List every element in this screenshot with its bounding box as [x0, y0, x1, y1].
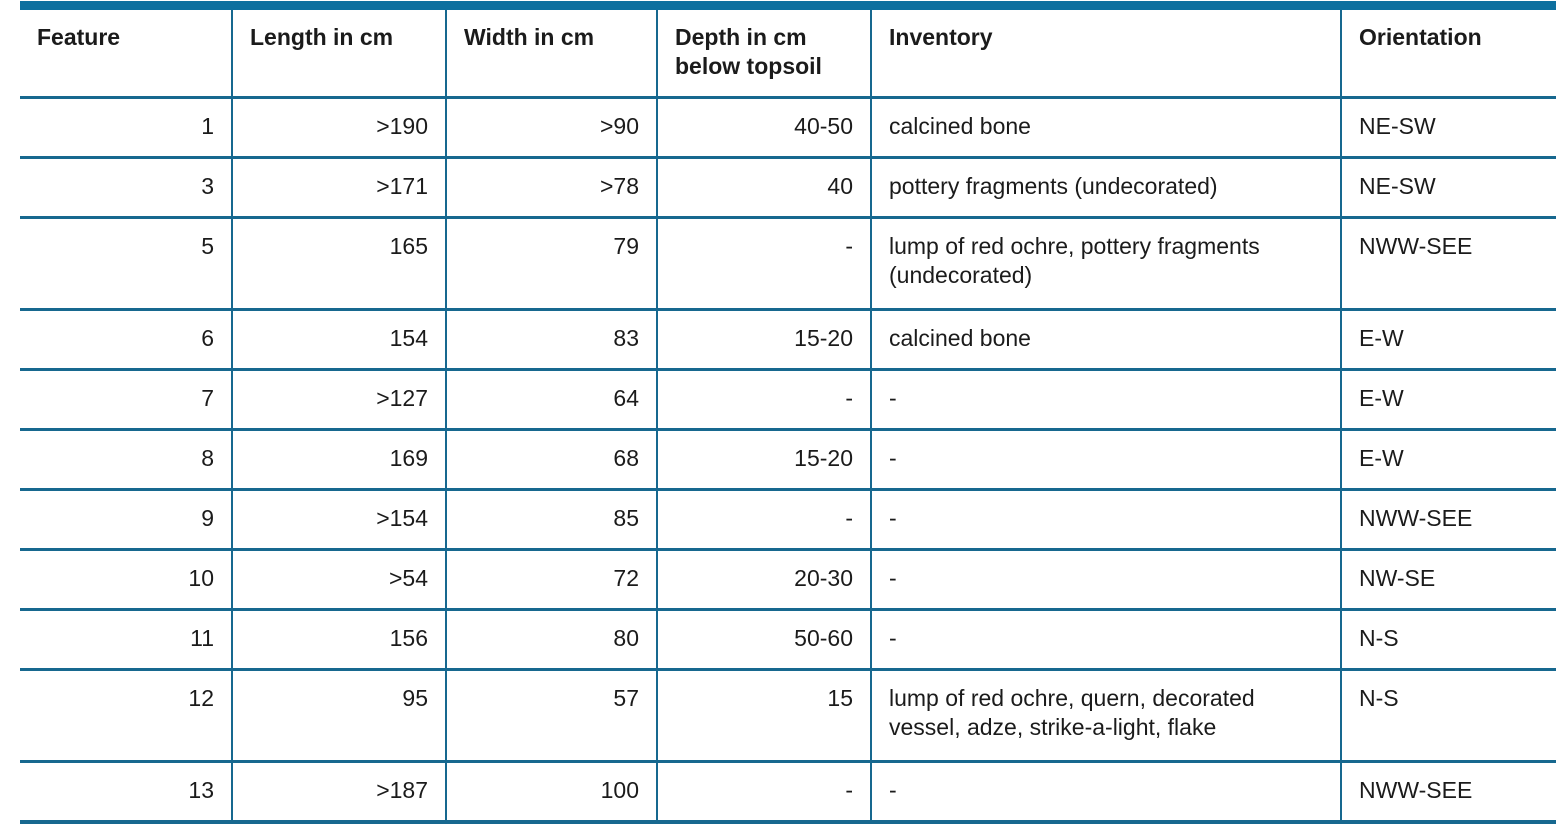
cell-feature: 13 — [20, 761, 233, 824]
table-row-feature-12: 12 95 57 15 lump of red ochre, quern, de… — [20, 669, 1556, 763]
column-header-inventory: Inventory — [871, 1, 1342, 99]
table-row-feature-9: 9 >154 85 - - NWW-SEE — [20, 489, 1556, 551]
table-row-feature-8: 8 169 68 15-20 - E-W — [20, 429, 1556, 491]
column-header-orientation: Orientation — [1341, 1, 1556, 99]
cell-length: 154 — [232, 309, 447, 371]
cell-feature: 3 — [20, 157, 233, 219]
column-header-length: Length in cm — [232, 1, 447, 99]
cell-orientation: NW-SE — [1341, 549, 1556, 611]
cell-orientation: E-W — [1341, 429, 1556, 491]
cell-depth: 40-50 — [657, 97, 872, 159]
cell-depth: 40 — [657, 157, 872, 219]
cell-depth: - — [657, 761, 872, 824]
cell-feature: 11 — [20, 609, 233, 671]
cell-length: 165 — [232, 217, 447, 311]
cell-orientation: NWW-SEE — [1341, 217, 1556, 311]
cell-inventory: calcined bone — [871, 309, 1342, 371]
cell-feature: 9 — [20, 489, 233, 551]
cell-feature: 12 — [20, 669, 233, 763]
table-row-feature-5: 5 165 79 - lump of red ochre, pottery fr… — [20, 217, 1556, 311]
cell-inventory: calcined bone — [871, 97, 1342, 159]
cell-orientation: NWW-SEE — [1341, 761, 1556, 824]
cell-inventory: - — [871, 369, 1342, 431]
cell-length: >154 — [232, 489, 447, 551]
cell-length: >187 — [232, 761, 447, 824]
cell-inventory: - — [871, 549, 1342, 611]
cell-length: >127 — [232, 369, 447, 431]
cell-depth: 15 — [657, 669, 872, 763]
cell-length: >190 — [232, 97, 447, 159]
cell-depth: 50-60 — [657, 609, 872, 671]
cell-depth: 20-30 — [657, 549, 872, 611]
cell-orientation: E-W — [1341, 309, 1556, 371]
cell-depth: - — [657, 489, 872, 551]
table-row-feature-11: 11 156 80 50-60 - N-S — [20, 609, 1556, 671]
cell-depth: 15-20 — [657, 429, 872, 491]
table-row-feature-1: 1 >190 >90 40-50 calcined bone NE-SW — [20, 97, 1556, 159]
cell-feature: 6 — [20, 309, 233, 371]
column-header-width: Width in cm — [446, 1, 658, 99]
cell-orientation: N-S — [1341, 609, 1556, 671]
header-row: Feature Length in cm Width in cm Depth i… — [20, 1, 1556, 99]
cell-inventory: lump of red ochre, pottery fragments (un… — [871, 217, 1342, 311]
cell-inventory: - — [871, 489, 1342, 551]
table-row-feature-7: 7 >127 64 - - E-W — [20, 369, 1556, 431]
cell-width: 68 — [446, 429, 658, 491]
cell-length: >54 — [232, 549, 447, 611]
cell-orientation: NWW-SEE — [1341, 489, 1556, 551]
cell-feature: 8 — [20, 429, 233, 491]
cell-width: 100 — [446, 761, 658, 824]
table-row-feature-13: 13 >187 100 - - NWW-SEE — [20, 761, 1556, 824]
features-table: Feature Length in cm Width in cm Depth i… — [20, 1, 1556, 824]
cell-width: >90 — [446, 97, 658, 159]
cell-length: 156 — [232, 609, 447, 671]
table-row-feature-10: 10 >54 72 20-30 - NW-SE — [20, 549, 1556, 611]
cell-feature: 7 — [20, 369, 233, 431]
cell-orientation: N-S — [1341, 669, 1556, 763]
cell-length: >171 — [232, 157, 447, 219]
column-header-depth: Depth in cm below topsoil — [657, 1, 872, 99]
features-table-container: Feature Length in cm Width in cm Depth i… — [20, 1, 1556, 824]
cell-width: 64 — [446, 369, 658, 431]
cell-width: 79 — [446, 217, 658, 311]
cell-inventory: pottery fragments (undecorated) — [871, 157, 1342, 219]
cell-feature: 5 — [20, 217, 233, 311]
cell-width: 72 — [446, 549, 658, 611]
cell-inventory: - — [871, 609, 1342, 671]
cell-orientation: NE-SW — [1341, 97, 1556, 159]
cell-feature: 1 — [20, 97, 233, 159]
cell-inventory: - — [871, 761, 1342, 824]
cell-orientation: E-W — [1341, 369, 1556, 431]
cell-inventory: - — [871, 429, 1342, 491]
cell-depth: 15-20 — [657, 309, 872, 371]
cell-width: 57 — [446, 669, 658, 763]
cell-orientation: NE-SW — [1341, 157, 1556, 219]
cell-width: 85 — [446, 489, 658, 551]
cell-depth: - — [657, 369, 872, 431]
cell-inventory: lump of red ochre, quern, decorated vess… — [871, 669, 1342, 763]
cell-length: 95 — [232, 669, 447, 763]
cell-feature: 10 — [20, 549, 233, 611]
cell-depth: - — [657, 217, 872, 311]
cell-width: >78 — [446, 157, 658, 219]
table-row-feature-3: 3 >171 >78 40 pottery fragments (undecor… — [20, 157, 1556, 219]
cell-width: 83 — [446, 309, 658, 371]
table-row-feature-6: 6 154 83 15-20 calcined bone E-W — [20, 309, 1556, 371]
column-header-feature: Feature — [20, 1, 233, 99]
cell-length: 169 — [232, 429, 447, 491]
cell-width: 80 — [446, 609, 658, 671]
